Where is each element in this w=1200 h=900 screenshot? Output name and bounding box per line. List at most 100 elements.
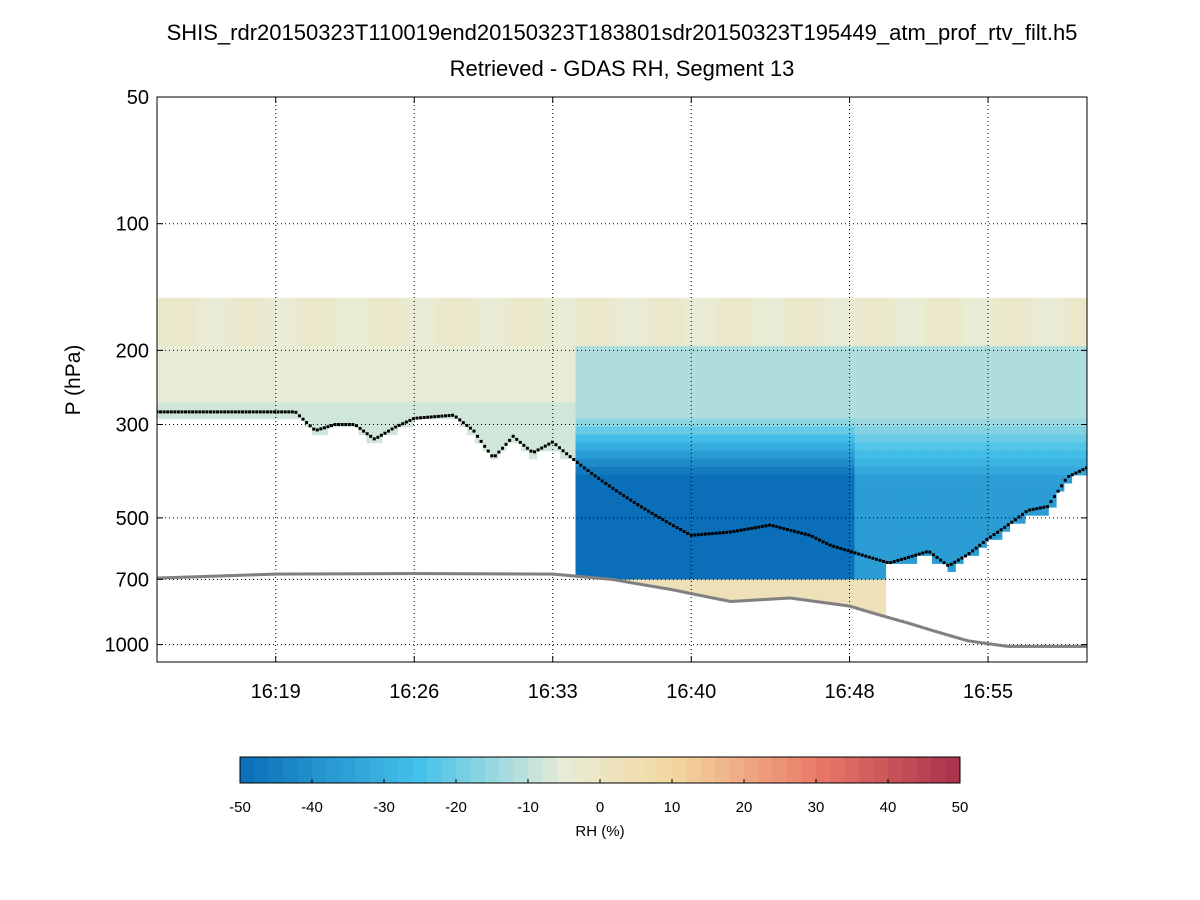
surface-pressure-series-point xyxy=(1017,644,1021,648)
heatmap-cell xyxy=(916,394,925,404)
heatmap-cell xyxy=(598,490,608,500)
heatmap-cell xyxy=(459,378,468,387)
heatmap-cell xyxy=(474,346,484,355)
heatmap-cell xyxy=(234,394,243,404)
cloud-top-series-point xyxy=(896,558,900,562)
heatmap-cell xyxy=(327,329,336,339)
heatmap-cell xyxy=(854,490,863,500)
heatmap-cell xyxy=(978,378,987,387)
heatmap-cell xyxy=(645,571,654,581)
heatmap-cell xyxy=(637,394,646,404)
cloud-top-series-point xyxy=(280,410,284,414)
heatmap-cell xyxy=(226,386,236,395)
heatmap-cell xyxy=(544,297,553,307)
heatmap-cell xyxy=(730,466,739,476)
surface-pressure-series-point xyxy=(497,572,501,576)
heatmap-cell xyxy=(715,458,724,468)
heatmap-cell xyxy=(684,458,693,468)
heatmap-cell xyxy=(707,410,716,420)
heatmap-cell xyxy=(637,378,646,387)
heatmap-cell xyxy=(978,515,987,524)
y-tick-label: 100 xyxy=(116,214,149,236)
heatmap-cell xyxy=(746,555,755,564)
heatmap-cell xyxy=(924,386,933,395)
heatmap-cell xyxy=(350,305,360,315)
heatmap-cell xyxy=(552,346,561,355)
heatmap-cell xyxy=(598,563,608,572)
heatmap-cell xyxy=(598,297,608,307)
heatmap-cell xyxy=(994,297,1003,307)
heatmap-cell xyxy=(908,354,918,363)
heatmap-cell xyxy=(715,450,724,460)
heatmap-cell xyxy=(312,378,321,387)
colorbar-segment xyxy=(672,757,687,783)
heatmap-cell xyxy=(761,297,770,307)
heatmap-cell xyxy=(916,442,925,452)
heatmap-cell xyxy=(1071,442,1080,452)
heatmap-cell xyxy=(637,458,646,468)
heatmap-cell xyxy=(459,370,468,379)
heatmap-cell xyxy=(164,346,174,355)
heatmap-cell xyxy=(699,507,708,516)
heatmap-cell xyxy=(947,547,956,556)
heatmap-cell xyxy=(939,321,949,331)
heatmap-cell xyxy=(823,434,832,444)
heatmap-cell xyxy=(451,338,460,347)
heatmap-cell xyxy=(877,474,887,484)
cloud-top-series-point xyxy=(212,410,216,414)
colorbar-segment xyxy=(556,757,572,783)
heatmap-cell xyxy=(823,555,832,564)
heatmap-cell xyxy=(281,338,290,347)
heatmap-cell xyxy=(684,579,693,589)
heatmap-cell xyxy=(629,410,639,420)
heatmap-cell xyxy=(746,346,755,355)
surface-pressure-series-point xyxy=(561,573,565,577)
cloud-top-series-point xyxy=(707,532,711,536)
heatmap-cell xyxy=(924,410,933,420)
surface-pressure-series-point xyxy=(1060,644,1064,648)
heatmap-cell xyxy=(815,531,825,540)
heatmap-cell xyxy=(699,426,708,436)
heatmap-cell xyxy=(250,297,259,307)
cloud-top-series-point xyxy=(871,556,875,560)
heatmap-cell xyxy=(645,410,654,420)
heatmap-cell xyxy=(777,354,786,363)
heatmap-cell xyxy=(660,354,670,363)
heatmap-cell xyxy=(676,313,685,323)
heatmap-cell xyxy=(746,466,755,476)
cloud-top-series-point xyxy=(885,560,889,564)
heatmap-cell xyxy=(1063,370,1073,379)
heatmap-cell xyxy=(862,329,871,339)
cloud-top-series-point xyxy=(390,427,394,431)
heatmap-cell xyxy=(722,579,732,589)
heatmap-cell xyxy=(730,329,739,339)
heatmap-cell xyxy=(637,426,646,436)
cloud-top-series-point xyxy=(579,463,583,467)
heatmap-cell xyxy=(730,297,739,307)
heatmap-cell xyxy=(436,410,445,420)
heatmap-cell xyxy=(924,507,933,516)
heatmap-cell xyxy=(939,531,949,540)
heatmap-cell xyxy=(629,338,639,347)
heatmap-cell xyxy=(1063,329,1073,339)
heatmap-cell xyxy=(947,555,956,564)
heatmap-cell xyxy=(893,426,902,436)
heatmap-cell xyxy=(482,402,491,412)
heatmap-cell xyxy=(211,321,220,331)
heatmap-cell xyxy=(660,434,670,444)
heatmap-cell xyxy=(846,523,856,532)
heatmap-cell xyxy=(172,378,181,387)
heatmap-cell xyxy=(769,434,778,444)
heatmap-cell xyxy=(978,450,987,460)
heatmap-cell xyxy=(552,434,561,444)
heatmap-cell xyxy=(715,595,724,600)
surface-pressure-series-point xyxy=(1081,644,1085,648)
cloud-top-series-point xyxy=(255,410,259,414)
y-tick-label: 200 xyxy=(116,340,149,362)
cloud-top-series-point xyxy=(565,452,569,456)
heatmap-cell xyxy=(172,354,181,363)
heatmap-cell xyxy=(885,305,894,315)
colorbar-segment xyxy=(657,757,673,783)
heatmap-cell xyxy=(691,386,701,395)
surface-pressure-series-point xyxy=(210,574,214,578)
